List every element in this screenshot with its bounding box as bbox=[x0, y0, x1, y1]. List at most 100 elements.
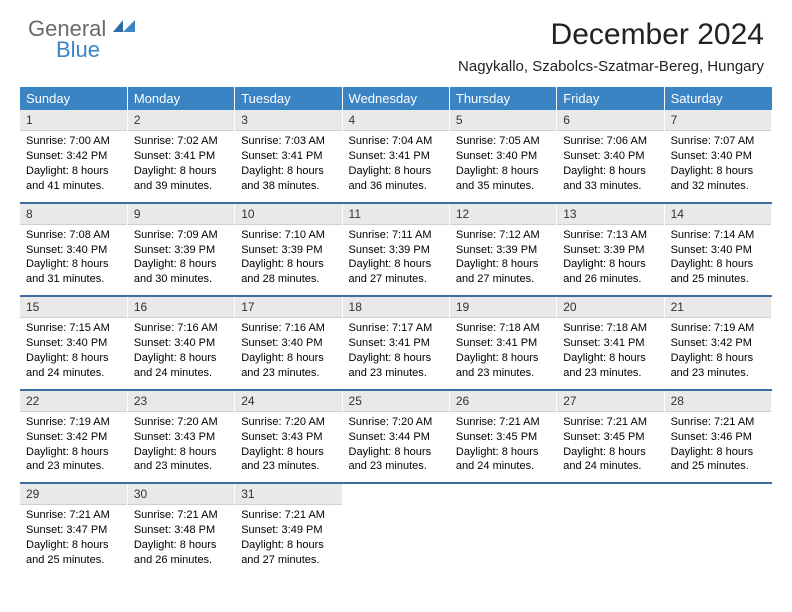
daylight-line: Daylight: 8 hours and 38 minutes. bbox=[241, 164, 335, 194]
sunrise-line: Sunrise: 7:21 AM bbox=[26, 508, 121, 523]
sunrise-line: Sunrise: 7:21 AM bbox=[671, 415, 765, 430]
day-number: 5 bbox=[450, 110, 556, 131]
daylight-line: Daylight: 8 hours and 26 minutes. bbox=[563, 257, 657, 287]
calendar-week-row: 29Sunrise: 7:21 AMSunset: 3:47 PMDayligh… bbox=[20, 483, 772, 576]
calendar-day-cell bbox=[449, 483, 556, 576]
daylight-line: Daylight: 8 hours and 39 minutes. bbox=[134, 164, 228, 194]
day-number: 15 bbox=[20, 297, 127, 318]
calendar-day-cell: 20Sunrise: 7:18 AMSunset: 3:41 PMDayligh… bbox=[557, 296, 664, 390]
sunrise-line: Sunrise: 7:15 AM bbox=[26, 321, 121, 336]
sunrise-line: Sunrise: 7:21 AM bbox=[241, 508, 335, 523]
daylight-line: Daylight: 8 hours and 28 minutes. bbox=[241, 257, 335, 287]
calendar-day-cell bbox=[557, 483, 664, 576]
sunset-line: Sunset: 3:40 PM bbox=[26, 243, 121, 258]
sunrise-line: Sunrise: 7:16 AM bbox=[134, 321, 228, 336]
day-number: 9 bbox=[128, 204, 234, 225]
day-content: Sunrise: 7:10 AMSunset: 3:39 PMDaylight:… bbox=[235, 225, 341, 295]
sunrise-line: Sunrise: 7:20 AM bbox=[349, 415, 443, 430]
calendar-day-cell: 13Sunrise: 7:13 AMSunset: 3:39 PMDayligh… bbox=[557, 203, 664, 297]
calendar-day-cell: 2Sunrise: 7:02 AMSunset: 3:41 PMDaylight… bbox=[127, 110, 234, 203]
sunset-line: Sunset: 3:39 PM bbox=[563, 243, 657, 258]
logo-text-blue: Blue bbox=[56, 39, 137, 61]
day-number: 16 bbox=[128, 297, 234, 318]
day-number: 6 bbox=[557, 110, 663, 131]
calendar-body: 1Sunrise: 7:00 AMSunset: 3:42 PMDaylight… bbox=[20, 110, 772, 576]
sunset-line: Sunset: 3:40 PM bbox=[26, 336, 121, 351]
sunrise-line: Sunrise: 7:05 AM bbox=[456, 134, 550, 149]
calendar-day-cell bbox=[664, 483, 771, 576]
day-content: Sunrise: 7:13 AMSunset: 3:39 PMDaylight:… bbox=[557, 225, 663, 295]
sunrise-line: Sunrise: 7:21 AM bbox=[456, 415, 550, 430]
daylight-line: Daylight: 8 hours and 23 minutes. bbox=[349, 351, 443, 381]
daylight-line: Daylight: 8 hours and 32 minutes. bbox=[671, 164, 765, 194]
calendar-day-cell: 3Sunrise: 7:03 AMSunset: 3:41 PMDaylight… bbox=[235, 110, 342, 203]
day-number: 8 bbox=[20, 204, 127, 225]
empty-day bbox=[450, 484, 556, 504]
sunset-line: Sunset: 3:40 PM bbox=[134, 336, 228, 351]
day-content: Sunrise: 7:21 AMSunset: 3:48 PMDaylight:… bbox=[128, 505, 234, 575]
calendar-week-row: 8 Sunrise: 7:08 AMSunset: 3:40 PM Daylight… bbox=[20, 203, 772, 297]
sunrise-line: Sunrise: 7:19 AM bbox=[26, 415, 121, 430]
day-number: 25 bbox=[343, 391, 449, 412]
calendar-day-cell: 23Sunrise: 7:20 AMSunset: 3:43 PMDayligh… bbox=[127, 390, 234, 484]
day-content: Sunrise: 7:19 AMSunset: 3:42 PMDaylight:… bbox=[20, 412, 127, 482]
sunrise-line: Sunrise: 7:19 AM bbox=[671, 321, 765, 336]
day-content: Sunrise: 7:20 AMSunset: 3:43 PMDaylight:… bbox=[128, 412, 234, 482]
calendar-table: Sunday Monday Tuesday Wednesday Thursday… bbox=[20, 87, 772, 576]
day-number: 3 bbox=[235, 110, 341, 131]
calendar-day-cell: 18Sunrise: 7:17 AMSunset: 3:41 PMDayligh… bbox=[342, 296, 449, 390]
day-content: Sunrise: 7:04 AMSunset: 3:41 PMDaylight:… bbox=[343, 131, 449, 201]
day-content: Sunrise: 7:19 AMSunset: 3:42 PMDaylight:… bbox=[665, 318, 771, 388]
day-content: Sunrise: 7:02 AMSunset: 3:41 PMDaylight:… bbox=[128, 131, 234, 201]
weekday-header: Thursday bbox=[449, 87, 556, 110]
sunset-line: Sunset: 3:45 PM bbox=[456, 430, 550, 445]
calendar-day-cell: 21Sunrise: 7:19 AMSunset: 3:42 PMDayligh… bbox=[664, 296, 771, 390]
calendar-day-cell: 24Sunrise: 7:20 AMSunset: 3:43 PMDayligh… bbox=[235, 390, 342, 484]
calendar-day-cell: 22Sunrise: 7:19 AMSunset: 3:42 PMDayligh… bbox=[20, 390, 127, 484]
day-number: 4 bbox=[343, 110, 449, 131]
daylight-line: Daylight: 8 hours and 35 minutes. bbox=[456, 164, 550, 194]
day-number: 7 bbox=[665, 110, 771, 131]
weekday-header: Tuesday bbox=[235, 87, 342, 110]
daylight-line: Daylight: 8 hours and 27 minutes. bbox=[349, 257, 443, 287]
day-content: Sunrise: 7:16 AMSunset: 3:40 PMDaylight:… bbox=[128, 318, 234, 388]
brand-logo: General Blue bbox=[28, 18, 137, 61]
day-number: 10 bbox=[235, 204, 341, 225]
sunrise-line: Sunrise: 7:21 AM bbox=[134, 508, 228, 523]
day-number: 29 bbox=[20, 484, 127, 505]
daylight-line: Daylight: 8 hours and 25 minutes. bbox=[671, 257, 765, 287]
location-text: Nagykallo, Szabolcs-Szatmar-Bereg, Hunga… bbox=[458, 58, 764, 75]
day-number: 18 bbox=[343, 297, 449, 318]
daylight-line: Daylight: 8 hours and 23 minutes. bbox=[241, 445, 335, 475]
sunrise-line: Sunrise: 7:08 AM bbox=[26, 228, 121, 243]
sunset-line: Sunset: 3:39 PM bbox=[456, 243, 550, 258]
sunset-line: Sunset: 3:40 PM bbox=[671, 149, 765, 164]
calendar-day-cell: 31Sunrise: 7:21 AMSunset: 3:49 PMDayligh… bbox=[235, 483, 342, 576]
day-content: Sunrise: 7:07 AMSunset: 3:40 PMDaylight:… bbox=[665, 131, 771, 201]
sunrise-line: Sunrise: 7:12 AM bbox=[456, 228, 550, 243]
day-number: 21 bbox=[665, 297, 771, 318]
calendar-day-cell: 8Sunrise: 7:08 AMSunset: 3:40 PMDaylight… bbox=[20, 203, 127, 297]
daylight-line: Daylight: 8 hours and 24 minutes. bbox=[134, 351, 228, 381]
day-number: 23 bbox=[128, 391, 234, 412]
sunset-line: Sunset: 3:41 PM bbox=[563, 336, 657, 351]
day-content: Sunrise: 7:20 AMSunset: 3:43 PMDaylight:… bbox=[235, 412, 341, 482]
calendar-day-cell: 29Sunrise: 7:21 AMSunset: 3:47 PMDayligh… bbox=[20, 483, 127, 576]
day-content: Sunrise: 7:21 AMSunset: 3:47 PMDaylight:… bbox=[20, 505, 127, 575]
day-content: Sunrise: 7:00 AMSunset: 3:42 PMDaylight:… bbox=[20, 131, 127, 201]
sunrise-line: Sunrise: 7:18 AM bbox=[456, 321, 550, 336]
daylight-line: Daylight: 8 hours and 25 minutes. bbox=[671, 445, 765, 475]
sunrise-line: Sunrise: 7:18 AM bbox=[563, 321, 657, 336]
sunset-line: Sunset: 3:43 PM bbox=[134, 430, 228, 445]
sunset-line: Sunset: 3:40 PM bbox=[563, 149, 657, 164]
sunrise-line: Sunrise: 7:16 AM bbox=[241, 321, 335, 336]
empty-day bbox=[557, 484, 663, 504]
sunset-line: Sunset: 3:46 PM bbox=[671, 430, 765, 445]
sunset-line: Sunset: 3:45 PM bbox=[563, 430, 657, 445]
day-number: 17 bbox=[235, 297, 341, 318]
daylight-line: Daylight: 8 hours and 23 minutes. bbox=[349, 445, 443, 475]
sunset-line: Sunset: 3:40 PM bbox=[241, 336, 335, 351]
calendar-day-cell: 15Sunrise: 7:15 AMSunset: 3:40 PMDayligh… bbox=[20, 296, 127, 390]
calendar-day-cell bbox=[342, 483, 449, 576]
day-content: Sunrise: 7:18 AMSunset: 3:41 PMDaylight:… bbox=[557, 318, 663, 388]
